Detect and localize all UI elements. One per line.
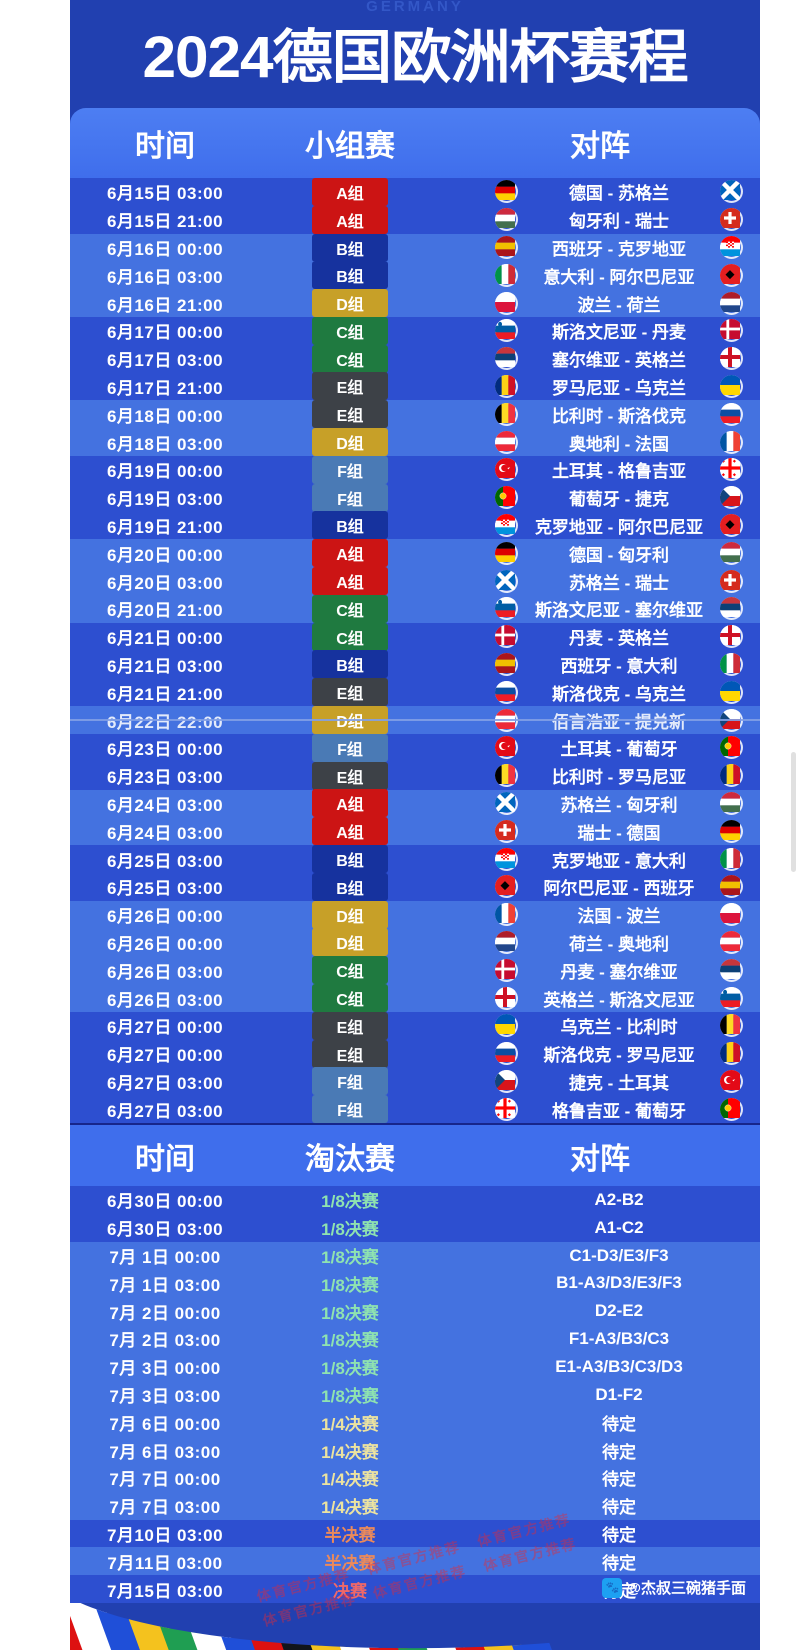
svg-text:◆: ◆: [725, 268, 735, 280]
svg-text:◆: ◆: [500, 880, 510, 892]
svg-text:◆: ◆: [725, 519, 735, 531]
